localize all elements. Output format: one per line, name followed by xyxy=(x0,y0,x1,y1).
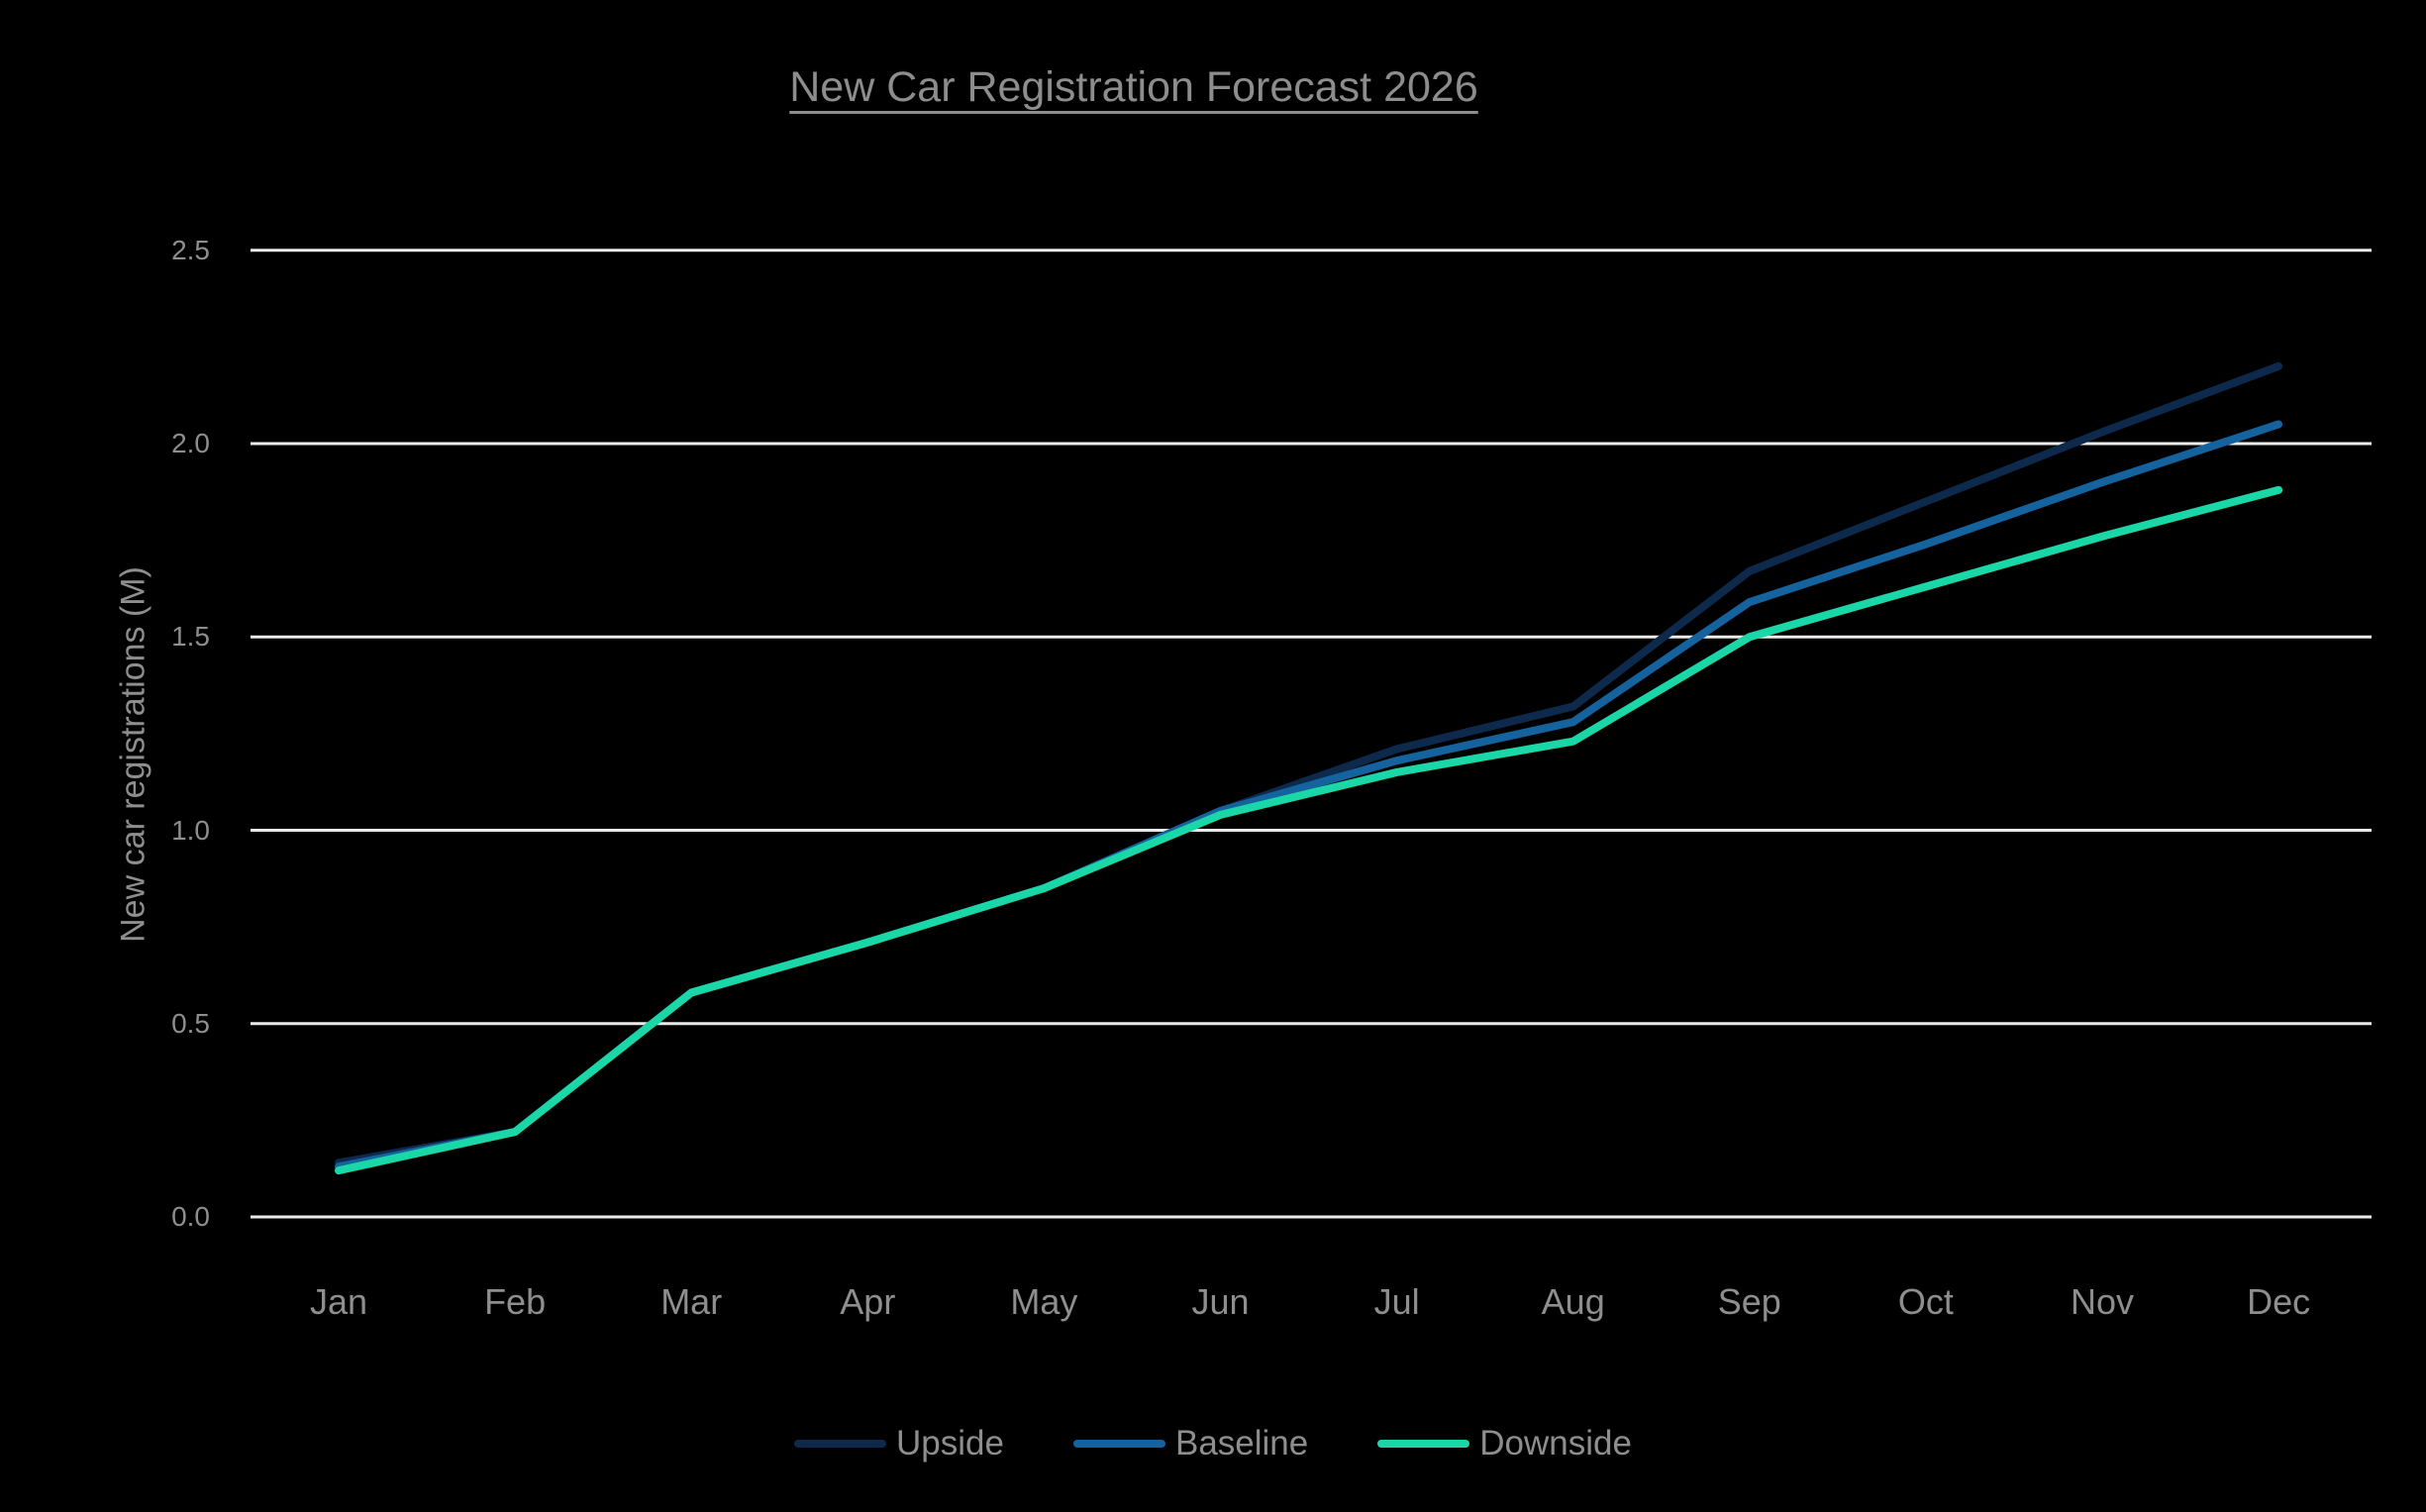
x-tick-label: Oct xyxy=(1897,1281,1954,1322)
y-tick-label: 1.5 xyxy=(171,621,210,653)
x-tick-label: Sep xyxy=(1717,1281,1781,1322)
legend-swatch-upside-icon xyxy=(794,1440,887,1448)
x-tick-label: Feb xyxy=(484,1281,547,1322)
x-tick-label: Mar xyxy=(660,1281,723,1322)
legend-item-baseline: Baseline xyxy=(1072,1424,1309,1463)
y-tick-label: 0.0 xyxy=(171,1201,210,1232)
legend-item-downside: Downside xyxy=(1377,1424,1632,1463)
y-tick-label: 2.0 xyxy=(171,428,210,458)
x-tick-label: Apr xyxy=(840,1281,896,1322)
x-tick-label: May xyxy=(1010,1281,1078,1322)
x-tick-label: Jul xyxy=(1373,1281,1420,1322)
legend-label: Downside xyxy=(1479,1424,1632,1462)
x-tick-label: Dec xyxy=(2247,1281,2311,1322)
x-tick-label: Nov xyxy=(2070,1281,2135,1322)
legend-label: Baseline xyxy=(1174,1424,1309,1462)
chart-legend: Upside Baseline Downside xyxy=(0,1424,2426,1463)
legend-swatch-downside-icon xyxy=(1377,1440,1470,1448)
legend-label: Upside xyxy=(896,1424,1004,1462)
legend-swatch-baseline-icon xyxy=(1072,1440,1165,1448)
x-tick-label: Aug xyxy=(1541,1281,1605,1322)
y-tick-label: 2.5 xyxy=(171,234,210,265)
legend-item-upside: Upside xyxy=(794,1424,1004,1463)
chart-title: New Car Registration Forecast 2026 xyxy=(789,63,1478,111)
x-tick-label: Jan xyxy=(309,1281,368,1322)
x-tick-label: Jun xyxy=(1191,1281,1250,1322)
series-line-downside xyxy=(335,485,2283,1175)
y-tick-label: 1.0 xyxy=(171,814,210,846)
y-tick-label: 0.5 xyxy=(171,1007,210,1039)
